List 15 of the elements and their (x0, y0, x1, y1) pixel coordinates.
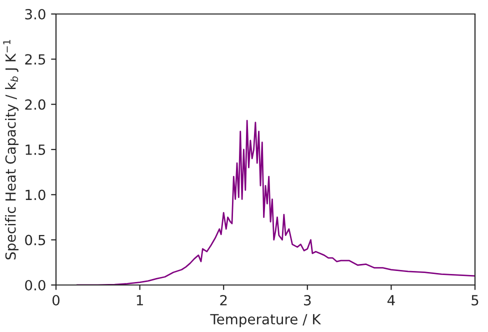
x-tick-label: 4 (387, 295, 395, 306)
y-tick-label: 2.0 (25, 99, 46, 110)
y-tick-label: 0.5 (25, 234, 46, 246)
y-tick-label: 1.0 (26, 190, 46, 200)
y-tick-label: 0.0 (25, 280, 46, 290)
x-tick-label: 3 (304, 294, 311, 306)
x-tick-label: 5 (472, 295, 478, 306)
x-axis-title: Temperature / K (210, 314, 322, 328)
x-tick-label: 2 (220, 294, 227, 306)
y-tick-label: 3.0 (25, 8, 46, 20)
y-axis-title: Specific Heat Capacity / k$_{b}$ J K$^{−1}$ (3, 40, 19, 260)
y-tick-label: 2.5 (25, 54, 46, 65)
x-tick-label: 0 (52, 294, 60, 306)
y-tick-label: 1.5 (26, 144, 46, 155)
x-tick-label: 1 (136, 295, 143, 306)
